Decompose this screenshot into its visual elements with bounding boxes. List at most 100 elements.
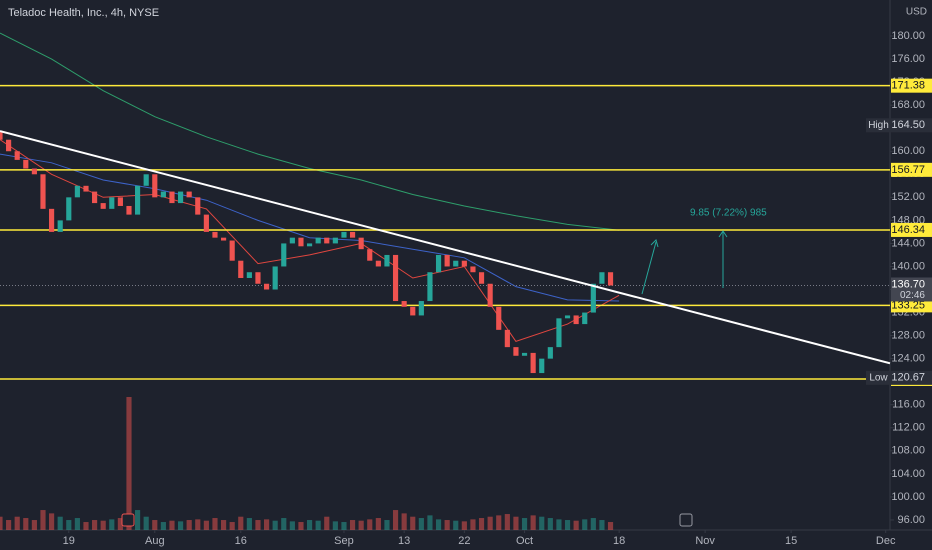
candle-body — [109, 197, 115, 209]
candle-body — [160, 191, 166, 198]
volume-bar — [178, 521, 184, 530]
volume-bar — [203, 520, 209, 530]
candle-body — [410, 306, 416, 316]
volume-bar — [487, 516, 493, 530]
candle-body — [547, 347, 553, 359]
candle-body — [539, 358, 545, 374]
y-tick-label: 180.00 — [891, 30, 925, 42]
volume-bar — [255, 520, 261, 530]
volume-bar — [547, 518, 553, 530]
moving-average — [0, 32, 620, 231]
x-tick-label: Sep — [334, 535, 354, 547]
volume-bar — [392, 510, 399, 530]
volume-bar — [143, 516, 149, 530]
volume-bar — [289, 521, 295, 530]
volume-bar — [315, 520, 321, 530]
candle-body — [0, 131, 3, 140]
volume-bar — [521, 518, 528, 530]
high-value-box — [891, 118, 932, 133]
volume-bar — [100, 520, 106, 530]
volume-bar — [23, 518, 29, 530]
volume-bar — [582, 519, 588, 530]
candle-body — [607, 272, 614, 286]
volume-bar — [375, 518, 381, 530]
volume-bar — [539, 516, 545, 530]
level-label-box — [891, 78, 932, 93]
candle-body — [238, 260, 244, 278]
y-tick-label: 140.00 — [891, 260, 925, 272]
candle-body — [272, 266, 278, 290]
candle-body — [281, 243, 287, 267]
volume-bar — [530, 515, 536, 530]
candle-body — [375, 260, 381, 267]
candle-body — [220, 237, 227, 241]
volume-bar — [564, 520, 571, 530]
candle-body — [14, 151, 20, 160]
candle-body — [83, 185, 89, 192]
y-tick-label: 152.00 — [891, 191, 925, 203]
earnings-marker[interactable] — [121, 513, 135, 527]
candle-body — [49, 208, 55, 232]
volume-bar — [0, 516, 3, 530]
level-label-box — [891, 162, 932, 177]
volume-bar — [478, 518, 485, 530]
currency-label: USD — [906, 7, 927, 18]
volume-bar — [160, 522, 166, 530]
x-tick-label: Nov — [695, 535, 715, 547]
level-label: 146.34 — [891, 224, 925, 236]
candle-body — [315, 237, 321, 244]
projection-arrow — [641, 241, 657, 295]
y-tick-label: 160.00 — [891, 145, 925, 157]
volume-bar — [40, 510, 46, 530]
candle-body — [453, 260, 459, 267]
x-tick-label: 15 — [785, 535, 797, 547]
volume-bar — [126, 397, 132, 530]
volume-bar — [6, 520, 12, 530]
candle-body — [66, 197, 72, 221]
y-tick-label: 104.00 — [891, 468, 925, 480]
trendline — [0, 130, 891, 365]
projection-arrow-head — [650, 239, 659, 248]
chart-title: Teladoc Health, Inc., 4h, NYSE — [8, 7, 159, 19]
candle-body — [40, 174, 46, 209]
candle-body — [324, 237, 330, 244]
candle-body — [461, 260, 467, 267]
volume-bar — [367, 519, 373, 530]
x-tick-label: 13 — [398, 535, 410, 547]
candle-body — [135, 185, 141, 215]
volume-bar — [74, 518, 80, 530]
candle-layer — [0, 130, 891, 374]
x-tick-label: Aug — [145, 535, 165, 547]
volume-bar — [599, 520, 605, 530]
earnings-marker[interactable] — [679, 513, 693, 527]
volume-bar — [324, 516, 330, 530]
volume-bar — [152, 520, 158, 530]
candle-body — [521, 352, 528, 356]
y-tick-label: 168.00 — [891, 99, 925, 111]
volume-bar — [306, 520, 313, 530]
volume-bar — [220, 520, 227, 530]
volume-bar — [109, 519, 115, 530]
y-tick-label: 100.00 — [891, 491, 925, 503]
volume-bar — [504, 514, 510, 530]
volume-bar — [298, 522, 304, 530]
y-tick-label: 144.00 — [891, 237, 925, 249]
y-tick-label: 124.00 — [891, 353, 925, 365]
volume-bar — [31, 520, 37, 530]
volume-layer — [0, 397, 614, 530]
x-tick-label: 16 — [235, 535, 247, 547]
volume-bar — [573, 520, 579, 530]
volume-bar — [470, 519, 476, 530]
candle-body — [444, 254, 450, 267]
volume-bar — [384, 520, 390, 530]
volume-bar — [49, 513, 55, 530]
candle-body — [367, 249, 373, 261]
y-tick-label: 116.00 — [892, 399, 925, 411]
measure-label: 9.85 (7.22%) 985 — [690, 208, 767, 219]
candle-body — [470, 266, 476, 273]
level-label-box — [891, 298, 932, 313]
last-price-box — [891, 277, 932, 302]
volume-bar — [513, 516, 519, 530]
